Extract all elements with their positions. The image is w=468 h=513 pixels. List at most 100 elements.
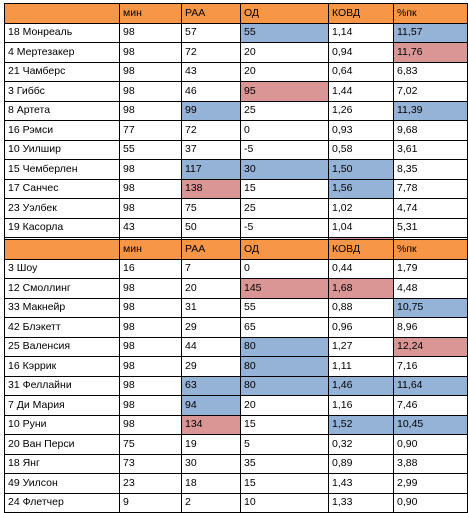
table-row: 17 Санчес 98 138 15 1,56 7,78 [4, 178, 468, 199]
stat-cell: 5,31 [393, 217, 468, 238]
stat-cell: 8,35 [393, 159, 468, 180]
stat-cell: 30 [240, 159, 329, 180]
stat-cell: 20 [240, 42, 329, 63]
stat-cell: 30 [181, 453, 241, 474]
stat-cell: 0,96 [328, 317, 394, 338]
stat-cell: 72 [181, 42, 241, 63]
stat-cell: 1,44 [328, 81, 394, 102]
table-row: 21 Чамберс 98 43 20 0,64 6,83 [4, 61, 468, 82]
stat-cell: 0,90 [393, 492, 468, 513]
column-header: %пк [393, 3, 468, 24]
stat-cell: 19 [181, 434, 241, 455]
stat-cell: 7,46 [393, 395, 468, 416]
table-row: 3 Гиббс 98 46 95 1,44 7,02 [4, 81, 468, 102]
stat-cell: 4,74 [393, 198, 468, 219]
stat-cell: 1,46 [328, 375, 394, 396]
player-name-cell: 19 Касорла [4, 217, 120, 238]
player-name-cell: 17 Санчес [4, 178, 120, 199]
stat-cell: 98 [119, 178, 182, 199]
stat-cell: -5 [240, 217, 329, 238]
player-name-cell: 20 Ван Перси [4, 434, 120, 455]
table-row: 15 Чемберлен 98 117 30 1,50 8,35 [4, 159, 468, 180]
stat-cell: 98 [119, 61, 182, 82]
column-header: ОД [240, 3, 329, 24]
table-row: 3 Шоу 16 7 0 0,44 1,79 [4, 258, 468, 279]
player-name-cell: 25 Валенсия [4, 336, 120, 357]
player-name-cell: 49 Уилсон [4, 473, 120, 494]
stat-cell: 10 [240, 492, 329, 513]
stat-cell: 46 [181, 81, 241, 102]
stat-cell: 11,76 [393, 42, 468, 63]
stat-cell: 99 [181, 100, 241, 121]
stat-cell: 1,11 [328, 356, 394, 377]
stat-cell: 0,94 [328, 42, 394, 63]
stat-cell: 20 [181, 278, 241, 299]
stat-cell: 0,90 [393, 434, 468, 455]
stat-cell: 10,75 [393, 297, 468, 318]
stat-cell: 0,44 [328, 258, 394, 279]
player-name-cell: 15 Чемберлен [4, 159, 120, 180]
stat-cell: 98 [119, 356, 182, 377]
table-row: 4 Мертезакер 98 72 20 0,94 11,76 [4, 42, 468, 63]
player-name-cell: 3 Гиббс [4, 81, 120, 102]
stat-cell: 1,79 [393, 258, 468, 279]
stat-cell: 138 [181, 178, 241, 199]
stat-cell: 3,88 [393, 453, 468, 474]
stat-cell: 98 [119, 395, 182, 416]
stats-table-1: мин PAA ОД КОВД %пк 18 Монреаль 98 57 55 1,14 11,5… [4, 3, 468, 258]
player-name-cell: 3 Шоу [4, 258, 120, 279]
stat-cell: 6,83 [393, 61, 468, 82]
stat-cell: 9,68 [393, 120, 468, 141]
table-row: 10 Уилшир 55 37 -5 0,58 3,61 [4, 139, 468, 160]
player-name-cell: 10 Уилшир [4, 139, 120, 160]
stat-cell: 11,39 [393, 100, 468, 121]
table-row: 8 Артета 98 99 25 1,26 11,39 [4, 100, 468, 121]
table-row: 16 Кэррик 98 29 80 1,11 7,16 [4, 356, 468, 377]
stat-cell: 15 [240, 414, 329, 435]
player-name-cell: 33 Макнейр [4, 297, 120, 318]
stat-cell: 65 [240, 317, 329, 338]
stats-table-2: мин PAA ОД КОВД %пк 3 Шоу 16 7 0 0,44 1,79 12 Смолл… [4, 239, 468, 513]
column-header [4, 3, 120, 24]
player-name-cell: 4 Мертезакер [4, 42, 120, 63]
stat-cell: 80 [240, 356, 329, 377]
table-row: 16 Рэмси 77 72 0 0,93 9,68 [4, 120, 468, 141]
column-header: КОВД [328, 239, 394, 260]
stat-cell: 73 [119, 453, 182, 474]
stat-cell: 7,02 [393, 81, 468, 102]
stat-cell: 11,64 [393, 375, 468, 396]
stat-cell: 1,68 [328, 278, 394, 299]
stat-cell: 20 [240, 61, 329, 82]
header-row: мин PAA ОД КОВД %пк [4, 3, 468, 24]
player-name-cell: 12 Смоллинг [4, 278, 120, 299]
table-row: 25 Валенсия 98 44 80 1,27 12,24 [4, 336, 468, 357]
column-header: %пк [393, 239, 468, 260]
table-row: 19 Касорла 43 50 -5 1,04 5,31 [4, 217, 468, 238]
stat-cell: 145 [240, 278, 329, 299]
stat-cell: 15 [240, 473, 329, 494]
stat-cell: 25 [240, 100, 329, 121]
stat-cell: 25 [240, 198, 329, 219]
stat-cell: 43 [181, 61, 241, 82]
stat-cell: 98 [119, 297, 182, 318]
stat-cell: 72 [181, 120, 241, 141]
stat-cell: 98 [119, 278, 182, 299]
stat-cell: 20 [240, 395, 329, 416]
player-name-cell: 18 Монреаль [4, 22, 120, 43]
column-header: КОВД [328, 3, 394, 24]
stat-cell: 0,89 [328, 453, 394, 474]
stat-cell: 95 [240, 81, 329, 102]
column-header: PAA [181, 239, 241, 260]
stat-cell: 43 [119, 217, 182, 238]
stat-cell: 29 [181, 317, 241, 338]
stat-cell: 57 [181, 22, 241, 43]
column-header: PAA [181, 3, 241, 24]
stat-cell: 0 [240, 120, 329, 141]
stat-cell: 23 [119, 473, 182, 494]
player-name-cell: 8 Артета [4, 100, 120, 121]
stat-cell: 5 [240, 434, 329, 455]
player-name-cell: 31 Феллайни [4, 375, 120, 396]
table-row: 7 Ди Мария 98 94 20 1,16 7,46 [4, 395, 468, 416]
stat-cell: 1,02 [328, 198, 394, 219]
stat-cell: 134 [181, 414, 241, 435]
